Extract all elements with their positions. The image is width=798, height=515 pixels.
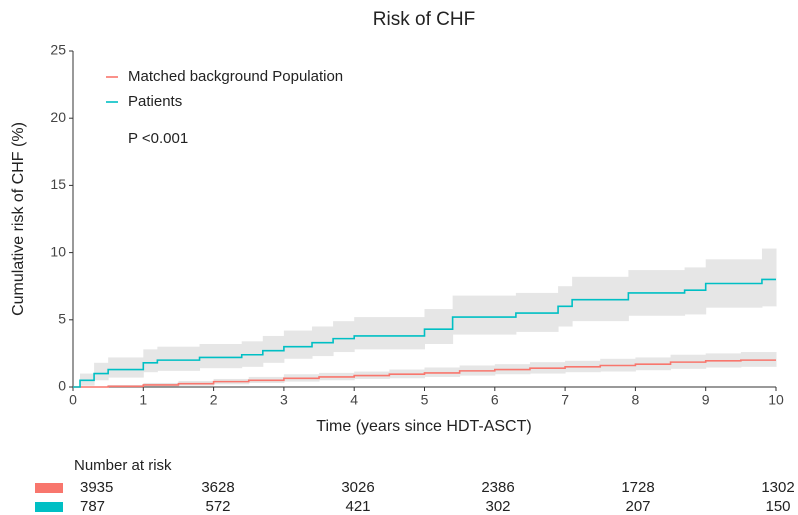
confidence-band bbox=[333, 321, 355, 353]
x-axis-label: Time (years since HDT-ASCT) bbox=[316, 418, 531, 435]
x-tick-label: 2 bbox=[210, 392, 218, 408]
x-tick-label: 10 bbox=[768, 392, 784, 408]
risk-count: 787 bbox=[80, 498, 105, 515]
confidence-band bbox=[94, 362, 109, 381]
risk-swatch bbox=[35, 502, 63, 512]
y-axis-label: Cumulative risk of CHF (%) bbox=[10, 122, 27, 316]
x-tick-label: 6 bbox=[491, 392, 499, 408]
x-tick-label: 1 bbox=[139, 392, 147, 408]
y-tick-label: 10 bbox=[50, 243, 66, 259]
y-tick-label: 20 bbox=[50, 109, 66, 125]
chart-title: Risk of CHF bbox=[373, 9, 475, 30]
confidence-band bbox=[452, 295, 517, 335]
x-tick-label: 4 bbox=[350, 392, 358, 408]
confidence-band bbox=[354, 317, 425, 350]
series-line bbox=[73, 278, 776, 388]
confidence-band bbox=[157, 346, 201, 371]
confidence-band bbox=[776, 352, 777, 367]
risk-count: 3026 bbox=[341, 479, 374, 496]
confidence-band bbox=[108, 357, 144, 378]
confidence-band bbox=[776, 248, 777, 307]
risk-count: 1302 bbox=[761, 479, 794, 496]
confidence-band bbox=[312, 326, 334, 357]
x-tick-label: 9 bbox=[702, 392, 710, 408]
legend-label: Patients bbox=[128, 93, 182, 110]
y-tick-label: 25 bbox=[50, 42, 66, 58]
legend-label: Matched background Population bbox=[128, 68, 343, 85]
x-tick-label: 8 bbox=[632, 392, 640, 408]
risk-count: 3935 bbox=[80, 479, 113, 496]
x-tick-label: 7 bbox=[561, 392, 569, 408]
risk-count: 572 bbox=[205, 498, 230, 515]
confidence-band bbox=[761, 248, 777, 307]
confidence-band bbox=[424, 309, 454, 344]
y-tick-label: 5 bbox=[58, 311, 66, 327]
risk-count: 302 bbox=[485, 498, 510, 515]
series-line bbox=[73, 359, 776, 388]
risk-count: 421 bbox=[345, 498, 370, 515]
risk-count: 2386 bbox=[481, 479, 514, 496]
x-tick-label: 0 bbox=[69, 392, 77, 408]
risk-count: 207 bbox=[625, 498, 650, 515]
risk-count: 150 bbox=[765, 498, 790, 515]
risk-count: 1728 bbox=[621, 479, 654, 496]
confidence-band bbox=[199, 343, 243, 369]
y-tick-label: 15 bbox=[50, 176, 66, 192]
confidence-band bbox=[143, 349, 158, 373]
risk-table-title: Number at risk bbox=[74, 457, 172, 474]
annotation: P <0.001 bbox=[128, 130, 188, 147]
confidence-band bbox=[283, 330, 313, 359]
y-tick-label: 0 bbox=[58, 378, 66, 394]
x-tick-label: 3 bbox=[280, 392, 288, 408]
x-tick-label: 5 bbox=[421, 392, 429, 408]
risk-swatch bbox=[35, 483, 63, 493]
confidence-band bbox=[262, 335, 285, 363]
risk-count: 3628 bbox=[201, 479, 234, 496]
